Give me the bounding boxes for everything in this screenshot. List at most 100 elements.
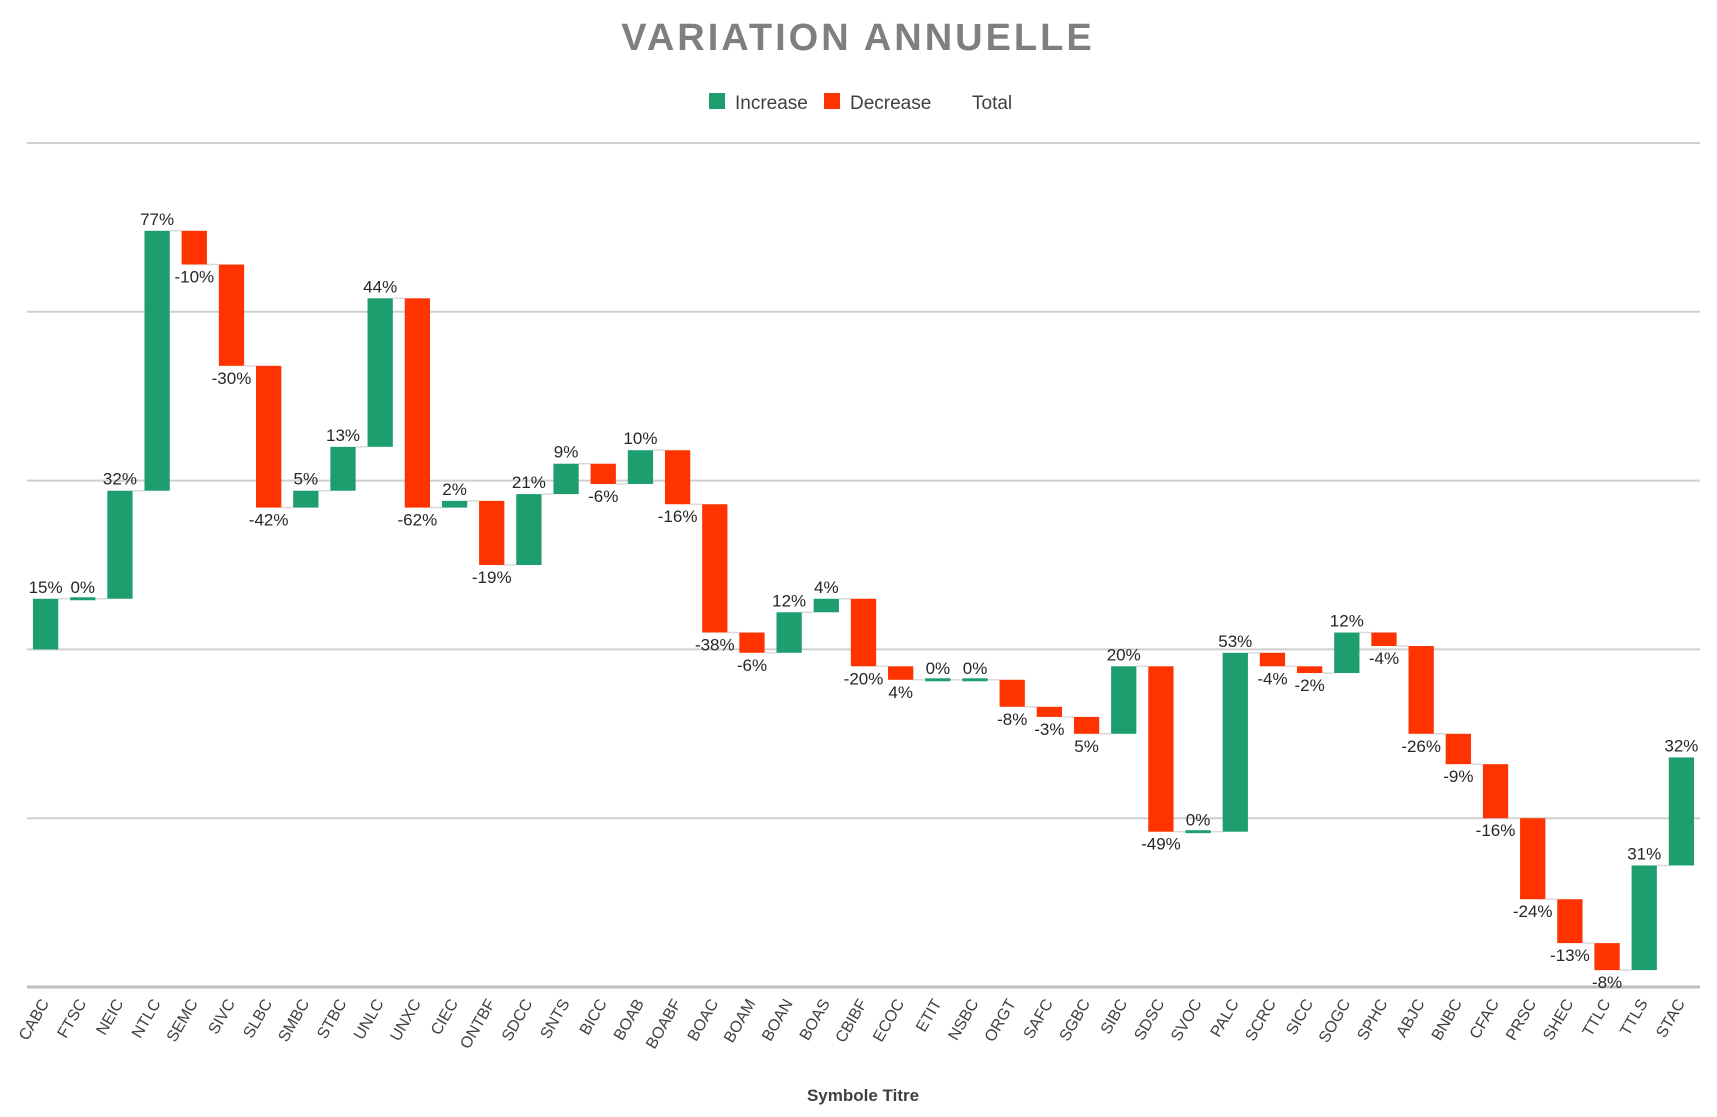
legend: Increase Decrease Total xyxy=(709,93,1012,114)
bar-boam xyxy=(739,632,765,653)
data-label-ontbf: -19% xyxy=(472,568,512,587)
bar-safc xyxy=(1036,706,1063,717)
bar-ciec xyxy=(441,500,468,508)
data-label-sphc: -4% xyxy=(1369,649,1399,668)
data-label-semc: -10% xyxy=(174,268,214,287)
data-label-stbc: 13% xyxy=(326,426,360,445)
bar-slbc xyxy=(256,365,282,508)
data-label-ntlc: 77% xyxy=(140,210,174,229)
x-tick-ecoc: ECOC xyxy=(870,997,908,1046)
x-tick-sdcc: SDCC xyxy=(499,997,536,1045)
x-tick-svoc: SVOC xyxy=(1168,997,1205,1045)
x-tick-sphc: SPHC xyxy=(1355,997,1392,1044)
bar-bicc xyxy=(590,463,616,484)
x-tick-cabc: CABC xyxy=(16,997,53,1044)
data-label-cabc: 15% xyxy=(29,578,63,597)
bar-sphc xyxy=(1371,632,1397,647)
data-label-snts: 9% xyxy=(554,443,579,462)
bar-stbc xyxy=(330,446,356,491)
x-tick-shec: SHEC xyxy=(1540,997,1577,1044)
bar-scrc xyxy=(1259,652,1286,667)
bar-semc xyxy=(181,230,207,265)
data-label-neic: 32% xyxy=(103,470,137,489)
data-label-boab: 10% xyxy=(623,429,657,448)
connectors xyxy=(58,230,1669,971)
bar-boac xyxy=(702,504,728,633)
x-tick-sibc: SIBC xyxy=(1098,997,1131,1038)
data-label-sicc: -2% xyxy=(1295,676,1325,695)
data-label-sibc: 20% xyxy=(1107,645,1141,664)
bar-etit xyxy=(925,678,951,682)
bar-orgt xyxy=(999,679,1025,707)
x-tick-boan: BOAN xyxy=(759,997,796,1045)
data-label-sdcc: 21% xyxy=(512,473,546,492)
x-tick-scrc: SCRC xyxy=(1243,997,1280,1045)
data-label-ecoc: 4% xyxy=(888,683,913,702)
bar-ftsc xyxy=(70,597,96,601)
bar-smbc xyxy=(293,490,319,508)
bar-ontbf xyxy=(479,500,505,565)
legend-label-decrease: Decrease xyxy=(850,93,931,114)
gridlines xyxy=(27,142,1700,989)
x-tick-sdsc: SDSC xyxy=(1131,997,1168,1044)
bar-sibc xyxy=(1111,666,1137,734)
x-tick-ftsc: FTSC xyxy=(55,997,91,1042)
bar-sgbc xyxy=(1073,716,1100,734)
data-label-boas: 4% xyxy=(814,578,839,597)
legend-swatch-increase xyxy=(709,93,725,109)
bar-boab xyxy=(627,450,654,484)
x-tick-ttlc: TTLC xyxy=(1580,997,1615,1040)
x-tick-boac: BOAC xyxy=(685,997,722,1045)
data-label-ftsc: 0% xyxy=(70,578,95,597)
x-tick-sgbc: SGBC xyxy=(1057,997,1094,1045)
bar-cbibf xyxy=(850,598,877,667)
x-tick-ttls: TTLS xyxy=(1617,997,1651,1039)
bar-cabc xyxy=(32,598,59,650)
x-tick-abjc: ABJC xyxy=(1393,997,1428,1041)
x-tick-ntlc: NTLC xyxy=(129,997,165,1042)
x-tick-labels: CABC FTSC NEIC NTLC SEMC SIVC SLBC SMBC STBC UNLC… xyxy=(16,996,1689,1052)
bars xyxy=(32,230,1695,971)
bar-abjc xyxy=(1408,646,1434,734)
bar-ttls xyxy=(1631,865,1657,971)
data-labels: 15% 0% 32% 77% -10% -30% -42% 5% 13% 44% -62%2% -19… xyxy=(29,210,1699,992)
bar-sdcc xyxy=(516,494,542,565)
x-tick-orgt: ORGT xyxy=(982,996,1020,1045)
bar-boan xyxy=(776,612,802,653)
data-label-bnbc: -9% xyxy=(1443,767,1473,786)
data-label-cfac: -16% xyxy=(1476,821,1516,840)
data-label-ciec: 2% xyxy=(442,480,467,499)
data-label-unlc: 44% xyxy=(363,277,397,296)
x-axis-title: Symbole Titre xyxy=(807,1086,919,1105)
x-tick-snts: SNTS xyxy=(537,997,573,1042)
data-label-cbibf: -20% xyxy=(844,669,884,688)
x-tick-bicc: BICC xyxy=(577,997,611,1039)
data-label-shec: -13% xyxy=(1550,946,1590,965)
bar-ttlc xyxy=(1594,943,1620,971)
data-label-scrc: -4% xyxy=(1257,669,1287,688)
x-tick-slbc: SLBC xyxy=(240,997,276,1042)
bar-prsc xyxy=(1520,818,1546,900)
x-tick-semc: SEMC xyxy=(164,997,202,1046)
bar-stac xyxy=(1668,757,1695,866)
x-tick-neic: NEIC xyxy=(94,997,128,1039)
bar-boas xyxy=(813,598,839,613)
data-label-abjc: -26% xyxy=(1401,737,1441,756)
x-tick-nsbc: NSBC xyxy=(946,997,983,1044)
x-tick-sogc: SOGC xyxy=(1316,997,1354,1046)
chart-title: VARIATION ANNUELLE xyxy=(621,17,1094,59)
data-label-prsc: -24% xyxy=(1513,902,1553,921)
x-tick-prsc: PRSC xyxy=(1503,997,1540,1044)
data-label-etit: 0% xyxy=(926,659,951,678)
x-tick-unxc: UNXC xyxy=(387,997,424,1045)
legend-label-total: Total xyxy=(972,93,1012,114)
bar-shec xyxy=(1557,899,1583,944)
x-tick-stbc: STBC xyxy=(314,997,350,1042)
data-label-orgt: -8% xyxy=(997,710,1027,729)
bar-unxc xyxy=(404,298,431,508)
x-tick-stac: STAC xyxy=(1653,997,1688,1041)
legend-swatch-decrease xyxy=(824,93,840,109)
legend-label-increase: Increase xyxy=(735,93,808,114)
x-tick-etit: ETIT xyxy=(913,996,945,1035)
data-label-nsbc: 0% xyxy=(963,659,988,678)
